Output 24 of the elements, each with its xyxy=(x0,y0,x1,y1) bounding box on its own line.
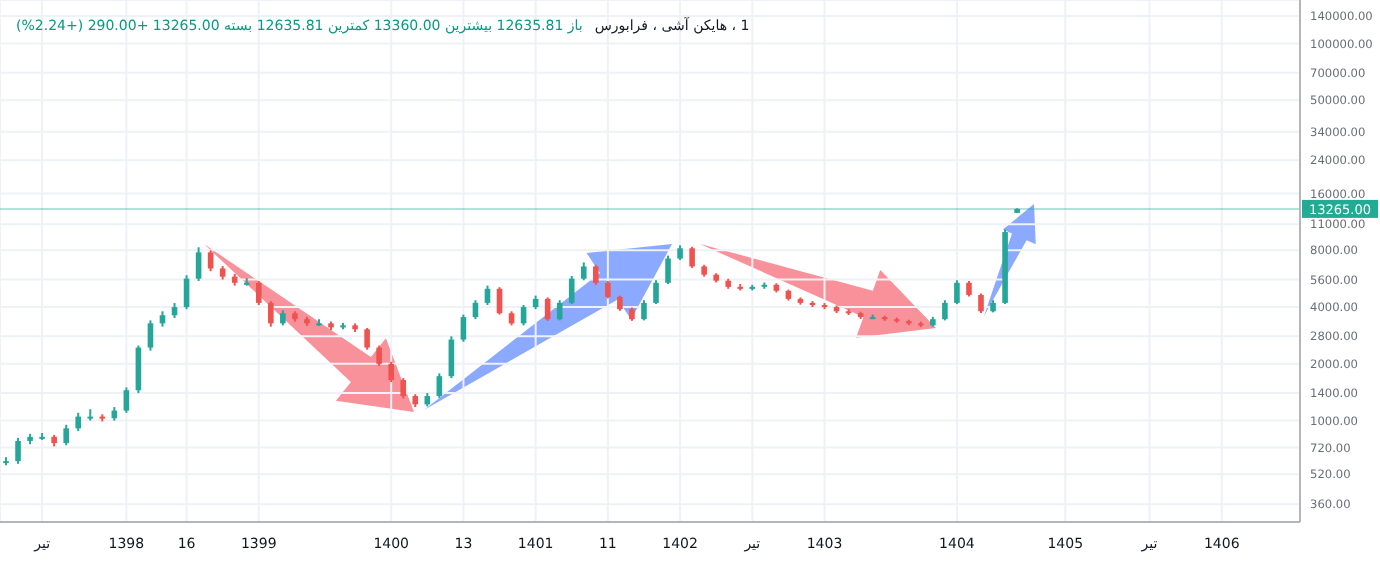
candlestick xyxy=(436,372,443,399)
candlestick xyxy=(364,326,370,351)
candlestick xyxy=(63,423,69,447)
candlestick xyxy=(641,299,647,322)
candlestick xyxy=(388,360,394,384)
candlestick xyxy=(123,386,130,414)
candlestick xyxy=(400,377,407,400)
candlestick xyxy=(568,274,575,306)
candlestick xyxy=(75,411,82,433)
candlestick xyxy=(942,299,948,322)
candlestick xyxy=(195,246,202,282)
candlestick xyxy=(653,279,659,306)
candlestick xyxy=(978,292,984,315)
candlestick xyxy=(954,279,960,306)
candlestick xyxy=(665,254,671,286)
candlestick xyxy=(556,299,563,322)
candlestick xyxy=(376,344,382,367)
candlestick xyxy=(147,319,154,352)
candlestick xyxy=(593,263,599,286)
candlestick xyxy=(255,280,262,307)
candlestick xyxy=(268,300,274,328)
candlestick xyxy=(460,313,467,343)
candlestick xyxy=(689,245,695,269)
candlestick xyxy=(15,436,21,465)
